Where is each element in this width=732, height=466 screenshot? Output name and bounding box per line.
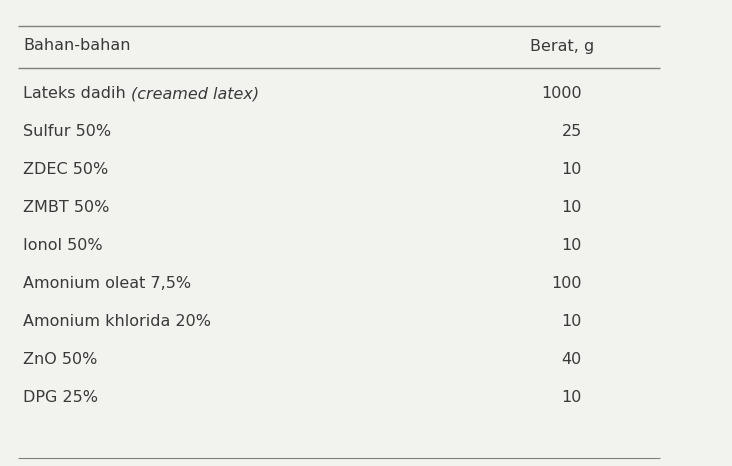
Text: 10: 10 <box>561 315 582 329</box>
Text: DPG 25%: DPG 25% <box>23 391 98 405</box>
Text: Amonium oleat 7,5%: Amonium oleat 7,5% <box>23 276 191 292</box>
Text: Bahan-bahan: Bahan-bahan <box>23 39 130 54</box>
Text: 25: 25 <box>561 124 582 139</box>
Text: 10: 10 <box>561 200 582 215</box>
Text: ZDEC 50%: ZDEC 50% <box>23 163 108 178</box>
Text: Sulfur 50%: Sulfur 50% <box>23 124 111 139</box>
Text: 40: 40 <box>561 352 582 368</box>
Text: Berat, g: Berat, g <box>530 39 594 54</box>
Text: ZnO 50%: ZnO 50% <box>23 352 97 368</box>
Text: 10: 10 <box>561 239 582 254</box>
Text: 10: 10 <box>561 391 582 405</box>
Text: 10: 10 <box>561 163 582 178</box>
Text: 1000: 1000 <box>542 87 582 102</box>
Text: Lateks dadih: Lateks dadih <box>23 87 131 102</box>
Text: (creamed latex): (creamed latex) <box>131 87 259 102</box>
Text: Ionol 50%: Ionol 50% <box>23 239 102 254</box>
Text: 100: 100 <box>551 276 582 292</box>
Text: Amonium khlorida 20%: Amonium khlorida 20% <box>23 315 211 329</box>
Text: ZMBT 50%: ZMBT 50% <box>23 200 109 215</box>
